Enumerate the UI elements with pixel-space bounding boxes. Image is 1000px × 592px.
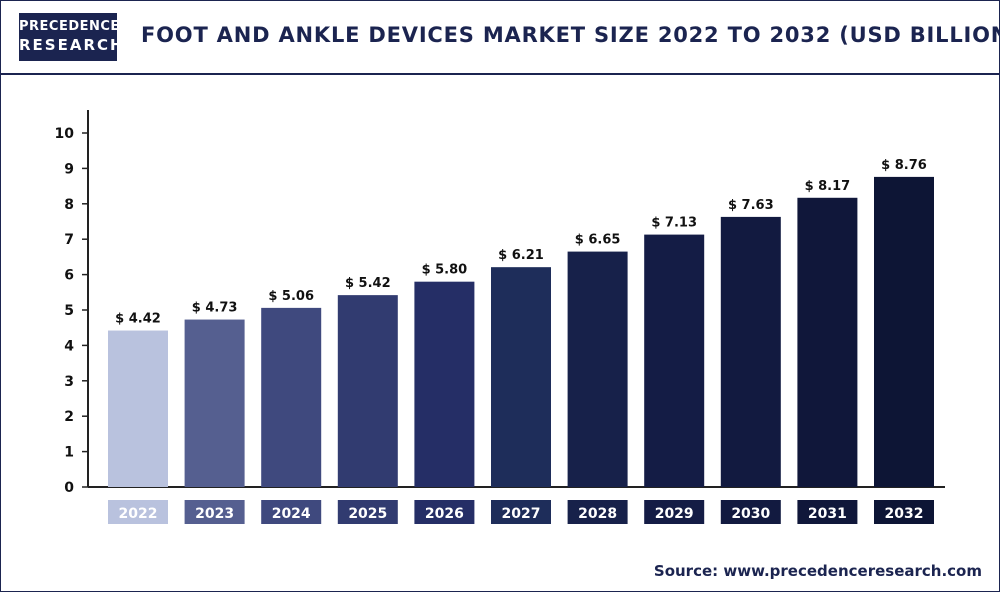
category-label-bg-2029 [644, 500, 705, 524]
bar-2030 [720, 216, 781, 487]
category-label-bg-2023 [184, 500, 245, 524]
y-tick-label: 3 [64, 374, 74, 390]
x-tick-label-2031: 2031 [808, 506, 847, 522]
category-label-bg-2028 [567, 500, 628, 524]
y-tick-label: 9 [64, 161, 74, 177]
data-label-2025: $ 5.42 [345, 276, 391, 291]
x-tick-label-2028: 2028 [578, 506, 617, 522]
x-tick-label-2032: 2032 [885, 506, 924, 522]
logo-line-1: PRECEDENCE [19, 19, 120, 34]
category-label-bg-2027 [491, 500, 551, 524]
x-tick-label-2029: 2029 [655, 506, 694, 522]
bar-2025 [337, 295, 398, 487]
x-tick-label-2022: 2022 [119, 506, 158, 522]
data-label-2027: $ 6.21 [498, 248, 544, 263]
data-label-2032: $ 8.76 [881, 158, 927, 173]
data-label-2024: $ 5.06 [268, 289, 314, 304]
bar-2023 [184, 319, 245, 487]
x-tick-label-2026: 2026 [425, 506, 464, 522]
y-tick-label: 7 [64, 232, 74, 248]
bar-2022 [108, 330, 168, 487]
bar-2027 [491, 267, 551, 487]
x-tick-label-2027: 2027 [502, 506, 541, 522]
x-tick-label-2023: 2023 [195, 506, 234, 522]
data-label-2030: $ 7.63 [728, 198, 774, 213]
bar-2032 [874, 176, 934, 487]
data-label-2029: $ 7.13 [651, 216, 697, 231]
header: PRECEDENCE RESEARCH FOOT AND ANKLE DEVIC… [1, 1, 1000, 75]
y-tick-label: 0 [64, 480, 74, 496]
category-label-bg-2024 [261, 500, 322, 524]
logo-line-2: RESEARCH [19, 36, 125, 54]
x-tick-label-2024: 2024 [272, 506, 311, 522]
y-tick-label: 10 [55, 126, 75, 142]
data-label-2026: $ 5.80 [422, 263, 468, 278]
y-tick-label: 8 [64, 197, 74, 213]
y-tick-label: 2 [64, 409, 74, 425]
x-tick-label-2030: 2030 [731, 506, 770, 522]
brand-logo: PRECEDENCE RESEARCH [19, 13, 125, 61]
chart-title: FOOT AND ANKLE DEVICES MARKET SIZE 2022 … [141, 23, 1000, 47]
y-tick-label: 4 [64, 338, 74, 354]
data-label-2031: $ 8.17 [805, 179, 851, 194]
y-tick-label: 5 [64, 303, 74, 319]
category-label-bg-2032 [874, 500, 934, 524]
bar-2028 [567, 251, 628, 487]
y-tick-label: 6 [64, 268, 74, 284]
category-label-bg-2025 [337, 500, 398, 524]
category-label-bg-2026 [414, 500, 475, 524]
data-label-2028: $ 6.65 [575, 233, 621, 248]
data-label-2023: $ 4.73 [192, 301, 238, 316]
data-label-2022: $ 4.42 [115, 312, 161, 327]
bar-2024 [261, 307, 322, 487]
x-tick-label-2025: 2025 [348, 506, 387, 522]
bar-2031 [797, 197, 858, 488]
bar-2029 [644, 234, 705, 487]
source-credit: Source: www.precedenceresearch.com [653, 562, 982, 580]
bar-2026 [414, 281, 475, 487]
y-tick-label: 1 [64, 445, 74, 461]
category-label-bg-2030 [720, 500, 781, 524]
category-label-bg-2031 [797, 500, 858, 524]
category-label-bg-2022 [108, 500, 168, 524]
